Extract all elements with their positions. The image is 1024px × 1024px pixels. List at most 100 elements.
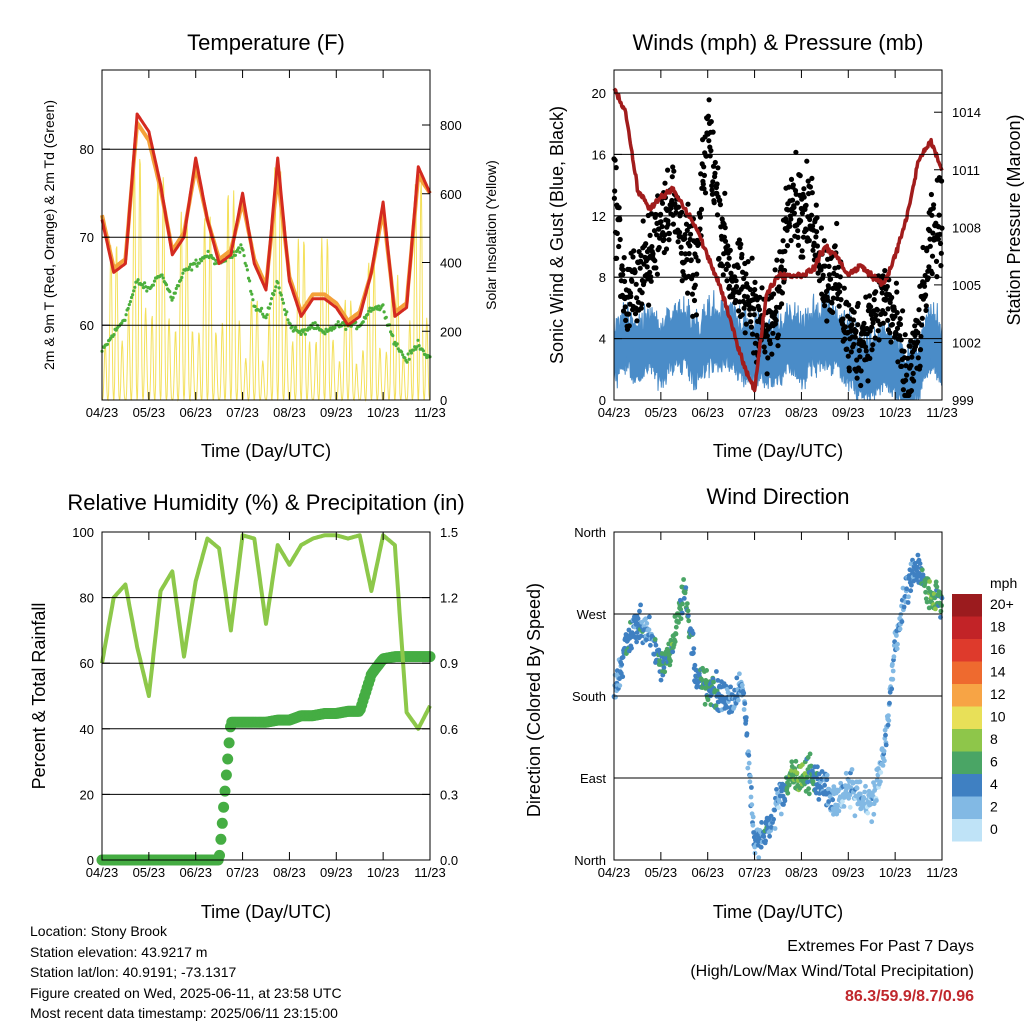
direction-point	[711, 679, 716, 685]
gust-point	[685, 201, 691, 207]
gust-point	[628, 293, 634, 300]
direction-point	[815, 764, 820, 770]
precip-point	[216, 817, 228, 829]
gust-point	[799, 210, 806, 216]
dewpoint-point	[145, 289, 149, 293]
direction-point	[897, 626, 903, 632]
winds-ylabel-left: Sonic Wind & Gust (Blue, Black)	[547, 106, 567, 364]
direction-point	[638, 602, 643, 608]
x-tick-label: 04/23	[86, 865, 119, 880]
direction-point	[681, 577, 686, 582]
x-tick-label: 11/23	[414, 865, 446, 880]
direction-plot-area	[611, 552, 945, 860]
x-tick-label: 05/23	[645, 405, 678, 420]
direction-point	[905, 600, 911, 605]
direction-point	[830, 797, 836, 803]
gust-point	[818, 225, 825, 231]
x-tick-label: 11/23	[926, 405, 958, 420]
direction-point	[771, 816, 776, 822]
dewpoint-point	[395, 342, 399, 346]
gust-point	[619, 263, 625, 269]
dewpoint-point	[123, 318, 127, 322]
dewpoint-point	[417, 344, 421, 348]
gust-point	[837, 289, 843, 295]
direction-point	[863, 783, 868, 789]
humidity-ylabel-left: Percent & Total Rainfall	[29, 603, 49, 790]
precip-point	[215, 833, 227, 845]
dewpoint-point	[303, 332, 307, 336]
gust-point	[840, 316, 846, 322]
dewpoint-point	[284, 312, 288, 317]
x-tick-label: 07/23	[738, 405, 771, 420]
direction-title: Wind Direction	[706, 484, 849, 509]
gust-point	[937, 231, 943, 237]
gust-point	[855, 300, 861, 307]
relative-humidity-series	[100, 533, 432, 731]
dewpoint-point	[269, 297, 274, 301]
dewpoint-point	[323, 332, 327, 336]
gust-point	[736, 308, 742, 314]
gust-point	[662, 232, 668, 238]
gust-point	[706, 97, 712, 103]
gust-point	[705, 113, 712, 119]
direction-point	[852, 813, 858, 819]
gust-point	[870, 320, 876, 326]
gust-point	[797, 173, 803, 179]
gust-point	[821, 238, 827, 244]
gust-point	[911, 378, 917, 384]
direction-point	[869, 819, 875, 825]
gust-point	[647, 269, 653, 275]
gust-point	[723, 266, 729, 272]
gust-point	[740, 284, 746, 290]
direction-point	[759, 820, 764, 825]
gust-point	[814, 243, 821, 249]
gust-point	[639, 290, 645, 296]
dewpoint-point	[105, 342, 110, 346]
direction-point	[889, 686, 895, 692]
gust-point	[916, 307, 922, 313]
gust-point	[933, 258, 940, 264]
dewpoint-point	[276, 281, 280, 285]
direction-point	[634, 630, 640, 635]
dewpoint-point	[195, 264, 199, 268]
gust-point	[613, 165, 619, 171]
y2-tick-label: 999	[952, 393, 974, 408]
direction-point	[847, 804, 853, 810]
gust-point	[688, 257, 694, 263]
gust-point	[651, 228, 658, 234]
legend-label: 2	[990, 799, 998, 815]
gust-point	[612, 157, 618, 163]
y-tick-label: South	[572, 689, 606, 704]
dewpoint-point	[389, 330, 393, 334]
direction-point	[637, 608, 642, 614]
direction-point	[653, 642, 659, 648]
gust-point	[646, 302, 652, 308]
gust-point	[733, 297, 739, 304]
gust-point	[721, 234, 728, 240]
direction-point	[885, 722, 891, 728]
gust-point	[867, 355, 873, 361]
gust-point	[821, 298, 827, 304]
gust-point	[774, 257, 780, 263]
direction-xlabel: Time (Day/UTC)	[713, 902, 843, 922]
gust-point	[773, 317, 779, 323]
dewpoint-point	[260, 306, 264, 310]
gust-point	[616, 205, 622, 211]
gust-point	[695, 258, 701, 264]
gust-point	[636, 249, 642, 255]
direction-point	[894, 633, 899, 638]
winds-xlabel: Time (Day/UTC)	[713, 441, 843, 461]
direction-point	[746, 749, 751, 755]
gust-point	[641, 279, 647, 285]
info-created: Figure created on Wed, 2025-06-11, at 23…	[30, 984, 342, 1001]
gust-point	[923, 307, 929, 313]
gust-point	[727, 247, 733, 253]
gust-point	[759, 285, 765, 291]
gust-point	[842, 324, 849, 330]
direction-point	[917, 561, 923, 566]
legend-swatch	[952, 661, 982, 684]
gust-point	[692, 282, 698, 288]
gust-point	[928, 191, 935, 198]
gust-point	[931, 202, 937, 208]
gust-point	[780, 238, 786, 244]
